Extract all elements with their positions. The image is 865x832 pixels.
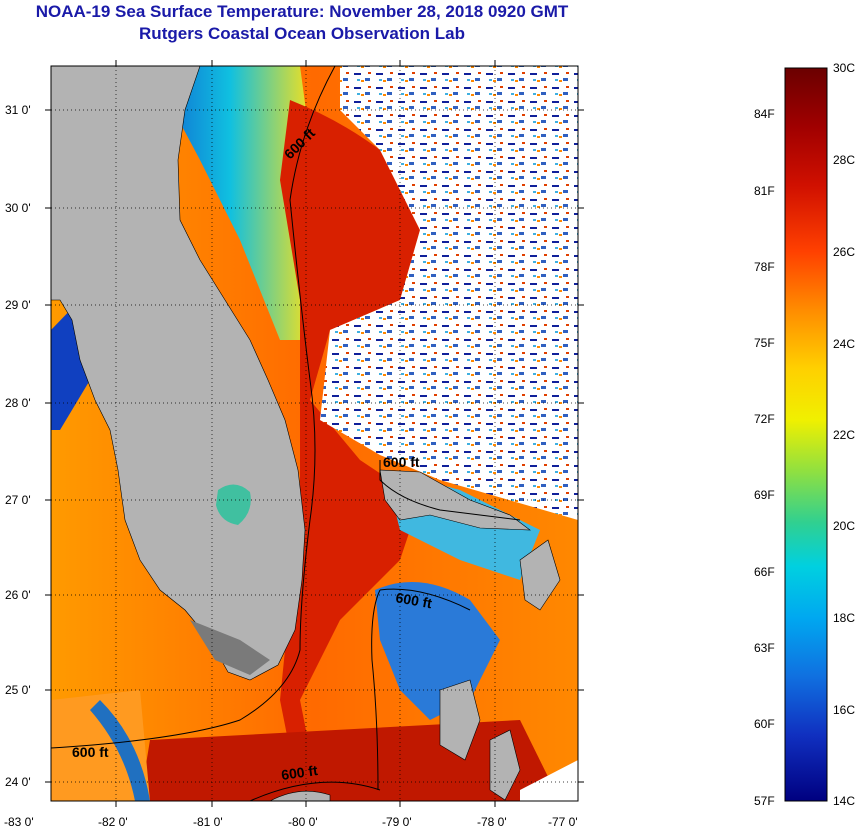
- temperature-colorbar: 30C 28C 26C 24C 22C 20C 18C 16C 14C 84F …: [754, 61, 855, 808]
- fahrenheit-label: 81F: [754, 184, 775, 198]
- fahrenheit-label: 69F: [754, 488, 775, 502]
- celsius-label: 20C: [833, 519, 855, 533]
- lat-tick-label: 28 0': [5, 396, 31, 410]
- isobath-label: 600 ft: [72, 744, 109, 760]
- fahrenheit-label: 66F: [754, 565, 775, 579]
- celsius-label: 28C: [833, 153, 855, 167]
- celsius-label: 14C: [833, 794, 855, 808]
- lon-tick-label: -81 0': [193, 815, 223, 829]
- lon-tick-label: -78 0': [477, 815, 507, 829]
- lat-tick-label: 24 0': [5, 775, 31, 789]
- isobath-contours: [50, 65, 521, 802]
- fahrenheit-label: 60F: [754, 717, 775, 731]
- fahrenheit-label: 72F: [754, 412, 775, 426]
- lon-tick-label: -77 0': [548, 815, 578, 829]
- celsius-scale: 30C 28C 26C 24C 22C 20C 18C 16C 14C: [833, 61, 855, 808]
- lat-tick-label: 31 0': [5, 103, 31, 117]
- map-subtitle: Rutgers Coastal Ocean Observation Lab: [139, 24, 465, 43]
- latitude-axis: 31 0' 30 0' 29 0' 28 0' 27 0' 26 0' 25 0…: [5, 103, 584, 789]
- florida-landmass: [51, 66, 306, 681]
- lon-tick-label: -80 0': [288, 815, 318, 829]
- lat-tick-label: 30 0': [5, 201, 31, 215]
- celsius-label: 18C: [833, 611, 855, 625]
- fahrenheit-label: 78F: [754, 260, 775, 274]
- celsius-label: 22C: [833, 428, 855, 442]
- fahrenheit-label: 84F: [754, 107, 775, 121]
- lat-tick-label: 27 0': [5, 493, 31, 507]
- isobath-label: 600 ft: [394, 589, 433, 611]
- fahrenheit-label: 75F: [754, 336, 775, 350]
- lat-tick-label: 26 0': [5, 588, 31, 602]
- graticule: [51, 66, 578, 801]
- celsius-label: 16C: [833, 703, 855, 717]
- lon-tick-label: -83 0': [4, 815, 34, 829]
- map-frame: [50, 65, 579, 802]
- celsius-label: 24C: [833, 337, 855, 351]
- isobath-label: 600 ft: [383, 454, 420, 470]
- lat-tick-label: 25 0': [5, 683, 31, 697]
- fahrenheit-label: 63F: [754, 641, 775, 655]
- longitude-axis: -83 0' -82 0' -81 0' -80 0' -79 0' -78 0…: [4, 60, 578, 829]
- colorbar-gradient: [784, 67, 828, 802]
- celsius-label: 26C: [833, 245, 855, 259]
- lat-tick-label: 29 0': [5, 298, 31, 312]
- fahrenheit-label: 57F: [754, 794, 775, 808]
- lon-tick-label: -79 0': [382, 815, 412, 829]
- lon-tick-label: -82 0': [98, 815, 128, 829]
- fahrenheit-scale: 84F 81F 78F 75F 72F 69F 66F 63F 60F 57F: [754, 107, 775, 808]
- celsius-label: 30C: [833, 61, 855, 75]
- map-title: NOAA-19 Sea Surface Temperature: Novembe…: [35, 2, 569, 21]
- andros-island: [439, 679, 481, 761]
- sst-imagery: [51, 66, 578, 801]
- isobath-label: 600 ft: [280, 762, 319, 783]
